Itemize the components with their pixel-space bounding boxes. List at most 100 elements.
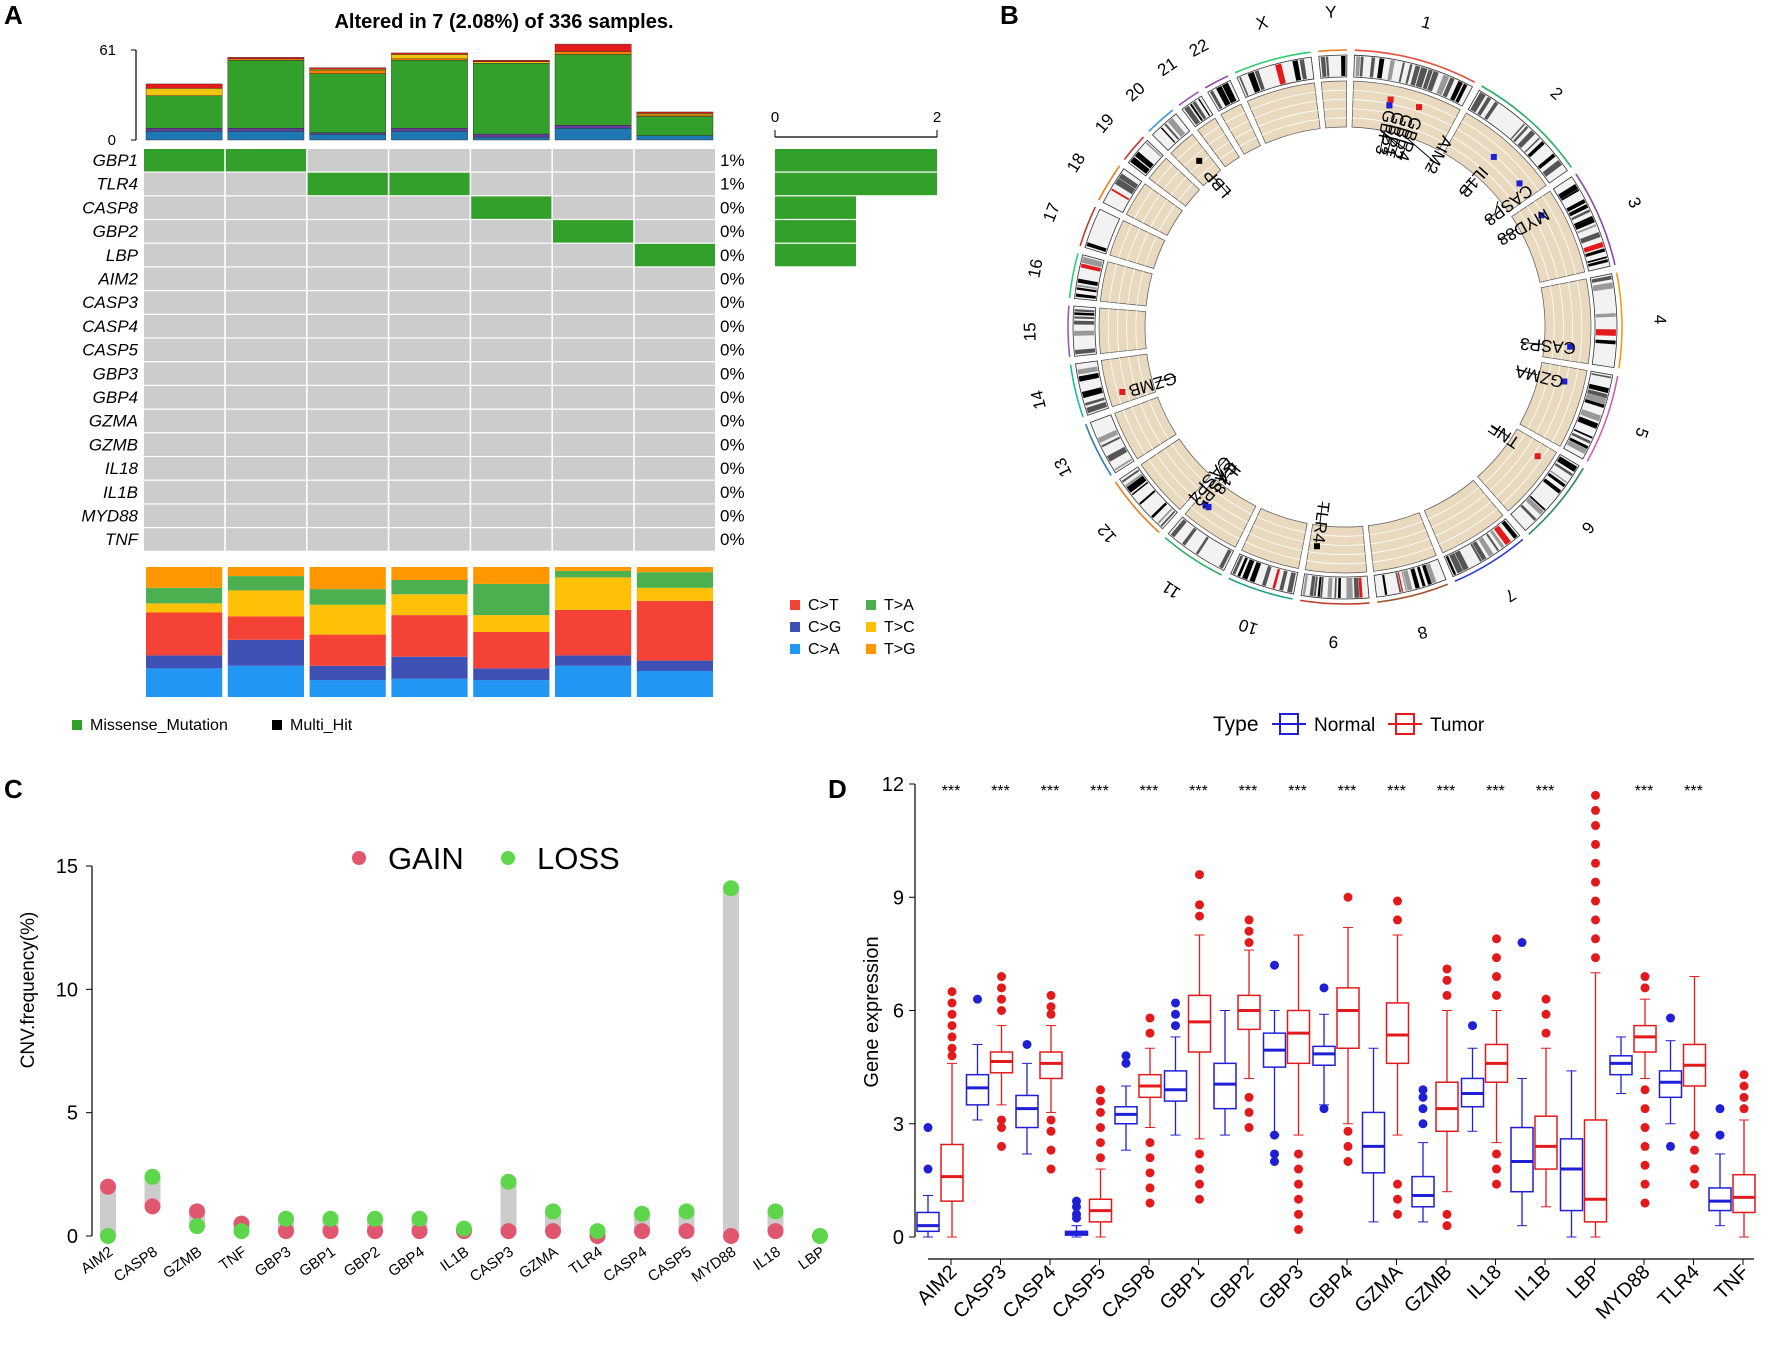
box-body: [1510, 1126, 1534, 1193]
titv-segment: [555, 665, 632, 697]
ideogram-band: [1397, 572, 1404, 592]
legend-tumor-label: Tumor: [1430, 715, 1485, 736]
track-gridline: [1117, 309, 1120, 352]
track-gridline: [1534, 201, 1568, 277]
titv-segment: [636, 671, 713, 697]
significance-label: ***: [1437, 783, 1456, 800]
ideogram-band: [1595, 313, 1616, 318]
box-outlier: [1418, 1119, 1428, 1129]
ideogram-band: [1272, 568, 1281, 589]
gene-count-bar: [775, 196, 856, 219]
track-gridline: [1148, 459, 1187, 503]
gene-label: MYD88: [81, 507, 138, 526]
onco-cell: [471, 504, 552, 527]
gene-label: CASP3: [1519, 334, 1576, 358]
chrom-label: 12: [1094, 520, 1121, 547]
gene-link: [1407, 138, 1435, 173]
gene-percent: 0%: [720, 435, 745, 454]
ideogram-band: [1416, 566, 1426, 587]
chrom-label: 10: [1236, 615, 1260, 639]
box-outlier: [1145, 1183, 1155, 1193]
box-outlier: [1343, 892, 1353, 902]
box-outlier: [997, 983, 1006, 993]
track-chrom: [1246, 82, 1321, 144]
onco-cell: [144, 528, 225, 551]
box-body: [1361, 1111, 1386, 1174]
box-body: [1336, 987, 1360, 1049]
tmb-axis-max: 61: [99, 42, 116, 59]
onco-cell: [144, 267, 225, 290]
onco-cell: [225, 480, 306, 504]
onco-cell: [307, 267, 388, 290]
titv-segment: [391, 580, 468, 595]
track-gridline: [1519, 211, 1550, 281]
panel-b: B 12345678910111213141516171819202122XYG…: [1000, 0, 1670, 736]
box-outlier: [1319, 1104, 1329, 1114]
box-outlier: [1145, 1168, 1155, 1178]
track-chrom: [1100, 353, 1157, 408]
onco-cell: [471, 172, 552, 196]
ideogram-band: [1189, 103, 1203, 122]
expr-x-label: GBP4: [1304, 1261, 1357, 1314]
gene-point: [1416, 104, 1423, 111]
box-outlier: [1145, 1013, 1155, 1023]
box-outlier: [1690, 1130, 1699, 1140]
chrom-color-arc: [1123, 136, 1145, 161]
onco-cell: [307, 314, 388, 338]
box-outlier: [1690, 1145, 1699, 1155]
titv-segment: [636, 587, 713, 601]
titv-segment: [391, 567, 468, 580]
chrom-label: 14: [1027, 388, 1050, 411]
track-gridline: [1438, 508, 1498, 545]
cnv-loss-point: [367, 1210, 383, 1227]
track-gridline: [1352, 99, 1452, 127]
significance-label: ***: [1486, 783, 1505, 800]
ideogram-band: [1490, 530, 1505, 549]
onco-cell: [225, 149, 306, 172]
onco-cell: [389, 362, 470, 385]
titv-segment: [227, 576, 304, 591]
onco-cell: [471, 457, 552, 480]
legend-gain-dot: [352, 851, 366, 865]
gene-link: [1460, 177, 1476, 195]
legend-tc-label: T>C: [884, 619, 915, 636]
track-gridline: [1208, 485, 1252, 515]
box-outlier: [1591, 877, 1600, 887]
titv-bars: [146, 567, 713, 697]
onco-cell: [225, 267, 306, 290]
gene-point: [1387, 96, 1394, 103]
onco-cell: [144, 433, 225, 456]
ideogram-band: [1470, 543, 1483, 562]
box-outlier: [1640, 1104, 1650, 1114]
legend-gain-label: GAIN: [388, 841, 464, 876]
onco-cell: [389, 196, 470, 219]
box-outlier: [1492, 934, 1501, 944]
gene-percent: 0%: [720, 198, 745, 217]
titv-segment: [473, 583, 550, 616]
box-outlier: [1270, 1149, 1279, 1159]
cnv-gain-point: [634, 1223, 650, 1240]
box-outlier: [997, 1123, 1006, 1133]
ideogram-band: [1334, 577, 1337, 598]
cnv-gain-point: [545, 1223, 561, 1240]
box-outlier: [1442, 1209, 1452, 1219]
gene-link: [1214, 177, 1230, 196]
track-chrom: [1511, 190, 1586, 283]
onco-cell: [144, 291, 225, 314]
significance-label: ***: [1288, 783, 1307, 800]
gene-percent: 0%: [720, 317, 745, 336]
ideogram-band: [1580, 231, 1601, 244]
track-gridline: [1249, 533, 1303, 551]
ideogram-band: [1320, 56, 1327, 78]
box-outlier: [1195, 900, 1204, 910]
box-outlier: [1096, 1096, 1105, 1106]
tmb-segment: [391, 58, 468, 61]
chrom-label: 9: [1328, 632, 1338, 651]
onco-cell: [225, 386, 306, 409]
cnv-loss-point: [456, 1220, 472, 1237]
tmb-segment: [309, 133, 387, 141]
box-outlier: [1072, 1196, 1081, 1206]
cnv-loss-point: [723, 880, 739, 897]
track-gridline: [1163, 448, 1199, 490]
ideogram-band: [1074, 330, 1095, 336]
